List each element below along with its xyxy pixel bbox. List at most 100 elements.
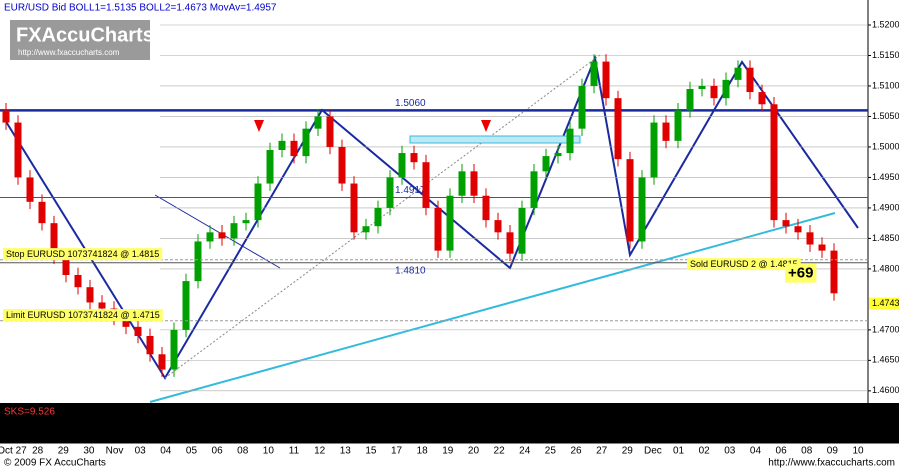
level-label: 1.4917 [395,185,426,196]
logo: FXAccuCharts http://www.fxaccucharts.com [10,20,154,60]
x-tick-label: 10 [263,446,275,457]
candle-body [746,67,754,93]
candle-body [182,281,190,330]
x-tick-label: 04 [750,446,762,457]
x-tick-label: 08 [237,446,249,457]
candle-body [770,104,778,221]
y-tick-label: 1.5200 [872,19,899,29]
order-box [687,258,801,271]
candle-body [506,232,514,254]
candle-body [590,61,598,86]
candle-body [674,110,682,141]
candle-body [722,79,730,99]
candle-body [290,140,298,157]
candle-body [530,171,538,208]
candle-body [638,177,646,242]
candle-body [218,232,226,239]
y-tick-label: 1.4800 [872,263,899,273]
candle-body [410,153,418,163]
candle-body [14,122,22,178]
candle-body [554,153,562,157]
candle-body [566,128,574,154]
last-price-label: 1.4743 [872,298,899,308]
trend-line [149,212,836,403]
x-tick-label: Dec [644,446,662,457]
candle-body [734,67,742,80]
profit-label: +69 [788,265,813,282]
x-tick-label: 28 [32,446,44,457]
candle-body [242,220,250,224]
candle-body [398,153,406,178]
order-label: Limit EURUSD 1073741824 @ 1.4715 [6,310,160,320]
candle-body [458,171,466,196]
candle-body [254,183,262,221]
x-tick-label: 09 [827,446,839,457]
candle-body [446,195,454,251]
x-tick-label: 30 [83,446,95,457]
candle-body [830,250,838,294]
indicator-line [4,418,7,429]
candle-body [230,223,238,239]
candle-body [326,116,334,147]
y-tick-label: 1.4900 [872,202,899,212]
x-tick-label: 06 [212,446,224,457]
level-label: 1.5060 [395,98,426,109]
candle-body [350,183,358,233]
candle-body [542,156,550,172]
candle-body [362,226,370,233]
candle-body [650,122,658,178]
candle-body [302,128,310,157]
candle-body [686,89,694,111]
candle-body [602,61,610,99]
candle-body [806,232,814,245]
y-tick-label: 1.4850 [872,233,899,243]
x-tick-label: 12 [314,446,326,457]
x-tick-label: 29 [58,446,70,457]
order-label: Stop EURUSD 1073741824 @ 1.4815 [6,249,159,259]
x-tick-label: 15 [365,446,377,457]
y-tick-label: 1.5150 [872,50,899,60]
candle-body [170,329,178,370]
x-tick-label: 05 [186,446,198,457]
candle-body [158,354,166,370]
candle-body [50,223,58,257]
candle-body [386,177,394,208]
candle-body [98,302,106,309]
candle-body [266,150,274,184]
candle-body [494,220,502,233]
candle-body [278,140,286,150]
x-tick-label: 11 [289,446,300,457]
indicator-label: SKS=9.526 [4,407,55,418]
arrow [481,120,491,132]
candle-body [374,207,382,227]
x-tick-label: 04 [160,446,172,457]
x-tick-label: 17 [391,446,403,457]
candle-body [338,146,346,184]
y-tick-label: 1.5100 [872,80,899,90]
candle-body [86,287,94,303]
logo-box [10,20,150,60]
y-tick-label: 1.4700 [872,324,899,334]
x-tick-label: Oct 27 [0,446,27,457]
candle-body [2,110,10,123]
candle-body [662,122,670,141]
footer-right: http://www.fxaccucharts.com [768,458,895,469]
x-tick-label: 18 [417,446,429,457]
candle-body [314,116,322,129]
x-tick-label: 19 [442,446,454,457]
y-tick-label: 1.4600 [872,385,899,395]
candle-body [626,159,634,242]
candle-body [206,232,214,242]
order-box [3,248,163,261]
chart-title: EUR/USD Bid BOLL1=1.5135 BOLL2=1.4673 Mo… [4,3,277,14]
arrow [254,120,264,132]
x-tick-label: 01 [673,446,685,457]
candle-body [518,207,526,254]
candle-body [698,85,706,90]
x-tick-label: 03 [135,446,147,457]
x-tick-label: 03 [724,446,736,457]
candle-body [146,335,154,355]
candle-body [710,85,718,99]
x-tick-label: 29 [622,446,634,457]
candle-body [482,195,490,221]
